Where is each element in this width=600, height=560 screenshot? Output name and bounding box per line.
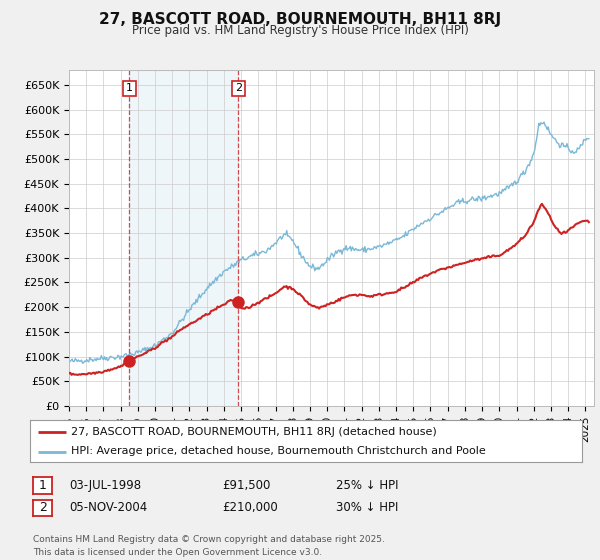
Text: HPI: Average price, detached house, Bournemouth Christchurch and Poole: HPI: Average price, detached house, Bour… <box>71 446 486 456</box>
Text: 05-NOV-2004: 05-NOV-2004 <box>69 501 147 515</box>
Text: 25% ↓ HPI: 25% ↓ HPI <box>336 479 398 492</box>
Text: 1: 1 <box>38 479 47 492</box>
Text: 2: 2 <box>38 501 47 515</box>
Text: 03-JUL-1998: 03-JUL-1998 <box>69 479 141 492</box>
Text: 1: 1 <box>126 83 133 94</box>
Text: 27, BASCOTT ROAD, BOURNEMOUTH, BH11 8RJ (detached house): 27, BASCOTT ROAD, BOURNEMOUTH, BH11 8RJ … <box>71 427 437 437</box>
Text: Contains HM Land Registry data © Crown copyright and database right 2025.
This d: Contains HM Land Registry data © Crown c… <box>33 535 385 557</box>
Text: 2: 2 <box>235 83 242 94</box>
Text: £210,000: £210,000 <box>222 501 278 515</box>
Text: 30% ↓ HPI: 30% ↓ HPI <box>336 501 398 515</box>
Text: £91,500: £91,500 <box>222 479 271 492</box>
Text: Price paid vs. HM Land Registry's House Price Index (HPI): Price paid vs. HM Land Registry's House … <box>131 24 469 36</box>
Bar <box>129 70 238 406</box>
Text: 27, BASCOTT ROAD, BOURNEMOUTH, BH11 8RJ: 27, BASCOTT ROAD, BOURNEMOUTH, BH11 8RJ <box>99 12 501 27</box>
